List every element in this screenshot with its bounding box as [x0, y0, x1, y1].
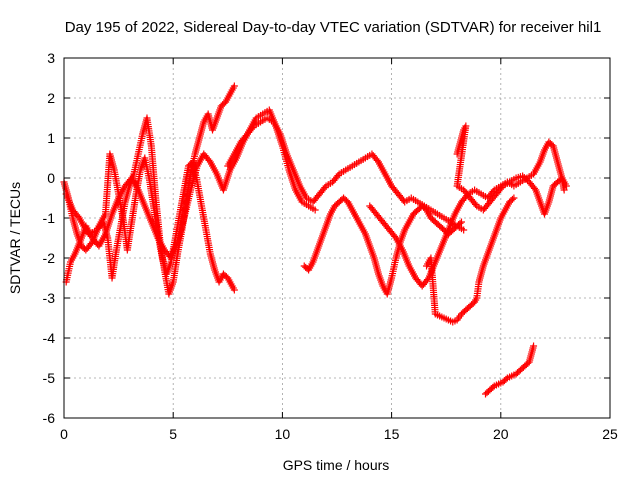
data-point — [519, 172, 527, 180]
x-tick-label: 0 — [60, 426, 68, 442]
data-point — [311, 206, 319, 214]
y-tick-label: -5 — [43, 370, 56, 386]
data-point — [510, 194, 518, 202]
data-point — [457, 218, 465, 226]
data-point — [74, 212, 82, 220]
data-point — [87, 240, 95, 248]
data-point — [460, 226, 468, 234]
data-point — [508, 195, 516, 203]
y-tick-label: 3 — [47, 50, 55, 66]
data-point — [524, 177, 532, 184]
grid — [64, 58, 610, 418]
data-point — [560, 186, 568, 194]
y-tick-label: -4 — [43, 330, 56, 346]
data-point — [230, 82, 238, 90]
data-point — [522, 175, 530, 183]
x-tick-label: 20 — [493, 426, 509, 442]
x-tick-label: 25 — [602, 426, 618, 442]
data-point — [205, 156, 213, 164]
data-point — [373, 156, 381, 164]
y-tick-label: 0 — [47, 170, 55, 186]
y-tick-label: -2 — [43, 250, 56, 266]
tick-labels: 0 5 10 15 20 25 -6 -5 -4 -3 -2 -1 0 1 2 3 — [43, 50, 618, 442]
data-point — [530, 184, 538, 192]
y-axis-label: SDTVAR / TECUs — [7, 182, 23, 294]
y-tick-label: -6 — [43, 410, 56, 426]
data-point — [562, 182, 570, 190]
x-tick-label: 5 — [169, 426, 177, 442]
x-axis-label: GPS time / hours — [283, 457, 390, 473]
data-point — [489, 383, 497, 391]
data-point — [502, 375, 510, 383]
data-point — [520, 174, 528, 181]
chart-title: Day 195 of 2022, Sidereal Day-to-day VTE… — [65, 19, 602, 36]
y-tick-label: -1 — [43, 210, 56, 226]
data-points — [60, 82, 570, 398]
y-tick-label: 1 — [47, 130, 55, 146]
x-tick-label: 10 — [275, 426, 291, 442]
data-point — [456, 219, 464, 227]
plot-frame — [63, 57, 611, 419]
y-tick-label: -3 — [43, 290, 56, 306]
data-point — [530, 342, 538, 350]
data-point — [249, 124, 257, 132]
y-tick-label: 2 — [47, 90, 55, 106]
data-point — [230, 286, 238, 294]
data-point — [391, 232, 399, 240]
x-tick-label: 15 — [384, 426, 400, 442]
